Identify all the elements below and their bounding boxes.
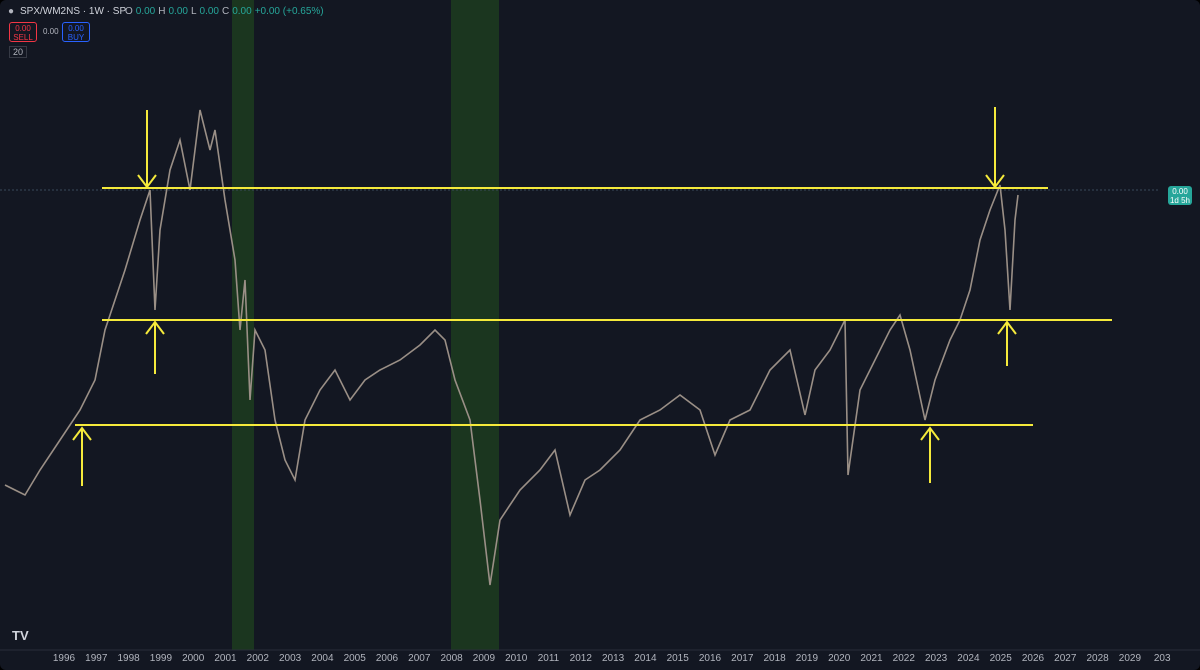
x-tick-label: 2026 xyxy=(1022,653,1045,664)
ohlc: O 0.00 H 0.00 L 0.00 C 0.00 +0.00 (+0.65%) xyxy=(125,6,327,17)
x-tick-label: 2017 xyxy=(731,653,754,664)
x-tick-label: 2019 xyxy=(796,653,819,664)
x-tick-label: 2024 xyxy=(957,653,980,664)
ohlc-value: 0.00 xyxy=(199,6,219,17)
ohlc-value: 0.00 xyxy=(168,6,188,17)
x-tick-label: 2009 xyxy=(473,653,496,664)
price: 0.00 xyxy=(1172,187,1188,196)
ohlc-value: 0.00 xyxy=(232,6,252,17)
countdown: 1d 5h xyxy=(1169,196,1191,205)
logo: TV xyxy=(12,628,29,643)
x-tick-label: 2005 xyxy=(344,653,367,664)
symbol: SPX/WM2NS · 1W · SP xyxy=(20,6,127,17)
sell-label: SELL xyxy=(13,33,33,42)
x-tick-label: 2004 xyxy=(311,653,334,664)
x-tick-label: 2025 xyxy=(990,653,1013,664)
ohlc-label: O xyxy=(125,6,133,17)
indicator[interactable]: 20 xyxy=(9,46,28,58)
recession-band xyxy=(451,0,499,650)
x-tick-label: 2012 xyxy=(570,653,593,664)
buy-price: 0.00 xyxy=(68,24,84,33)
spread: 0.00 xyxy=(43,27,59,36)
x-tick-label: 2011 xyxy=(538,653,560,664)
x-tick-label: 2027 xyxy=(1054,653,1077,664)
symbol-icon: ● xyxy=(8,6,15,17)
sell-price: 0.00 xyxy=(15,24,31,33)
x-tick-label: 2029 xyxy=(1119,653,1142,664)
change: +0.00 (+0.65%) xyxy=(254,6,324,17)
price-trace xyxy=(4,109,1019,586)
price-tag: 0.00 1d 5h xyxy=(1168,186,1192,205)
x-tick-label: 2013 xyxy=(602,653,625,664)
annotations xyxy=(72,107,1112,486)
x-tick-label: 1996 xyxy=(53,653,76,664)
x-tick-label: 2002 xyxy=(247,653,270,664)
x-tick-label: 2022 xyxy=(893,653,916,664)
x-tick-label: 2000 xyxy=(182,653,205,664)
recession-band xyxy=(232,0,254,650)
x-tick-label: 1999 xyxy=(150,653,173,664)
buy-button[interactable]: 0.00 BUY xyxy=(62,22,90,42)
x-tick-label: 2016 xyxy=(699,653,722,664)
x-tick-label: 2007 xyxy=(408,653,431,664)
x-tick-label: 1997 xyxy=(85,653,108,664)
sell-button[interactable]: 0.00 SELL xyxy=(9,22,37,42)
x-tick-label: 1998 xyxy=(117,653,140,664)
x-tick-label: 2023 xyxy=(925,653,948,664)
x-tick-label: 2021 xyxy=(860,653,883,664)
ohlc-value: 0.00 xyxy=(135,6,156,17)
x-tick-label: 2008 xyxy=(440,653,463,664)
x-tick-label: 2014 xyxy=(634,653,657,664)
x-tick-label: 2006 xyxy=(376,653,399,664)
ohlc-label: L xyxy=(190,6,197,17)
x-tick-label: 2020 xyxy=(828,653,851,664)
x-tick-label: 2010 xyxy=(505,653,528,664)
ohlc-label: H xyxy=(158,6,166,17)
x-tick-label: 2001 xyxy=(214,653,237,664)
x-tick-label: 2018 xyxy=(763,653,786,664)
ohlc-label: C xyxy=(221,6,230,17)
x-tick-label: 2003 xyxy=(279,653,302,664)
x-tick-label: 203 xyxy=(1154,653,1171,664)
buy-label: BUY xyxy=(67,33,85,42)
x-tick-label: 2015 xyxy=(667,653,690,664)
x-tick-label: 2028 xyxy=(1086,653,1109,664)
